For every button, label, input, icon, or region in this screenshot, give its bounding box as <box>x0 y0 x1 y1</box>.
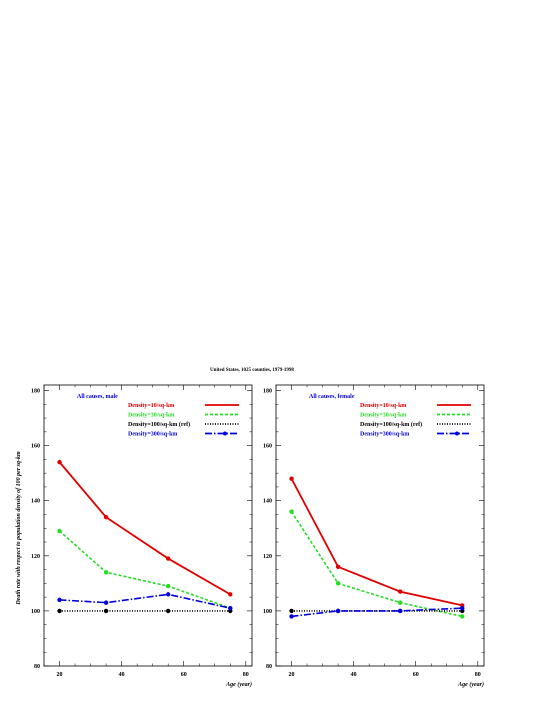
x-tick-label: 80 <box>243 672 249 678</box>
data-point-d300 <box>228 605 233 611</box>
legend-label: Density=10/sq-km <box>360 403 406 409</box>
data-point-d300 <box>289 614 294 619</box>
y-tick-label: 120 <box>31 554 40 560</box>
y-axis-label: Death rate with respect to population de… <box>16 451 22 606</box>
x-tick-label: 80 <box>475 672 481 678</box>
y-tick-label: 160 <box>263 444 272 450</box>
data-point-d30 <box>165 583 171 589</box>
legend-label: Density=30/sq-km <box>360 413 406 419</box>
y-tick-label: 100 <box>263 609 272 615</box>
data-point-d30 <box>57 528 62 534</box>
panel-title: All causes, male <box>77 394 118 400</box>
x-tick-label: 20 <box>289 672 295 678</box>
y-tick-label: 100 <box>31 609 40 615</box>
data-point-d300 <box>397 608 403 614</box>
data-point-d30 <box>460 614 465 619</box>
data-point-d10 <box>289 476 294 481</box>
data-point-d30 <box>103 570 109 575</box>
legend-marker <box>455 431 459 436</box>
legend-label: Density=100/sq-km (ref) <box>128 421 190 428</box>
x-tick-label: 40 <box>119 672 125 678</box>
plot-frame <box>43 384 253 667</box>
x-axis-label: Age (year) <box>457 681 484 688</box>
y-tick-label: 140 <box>31 499 40 505</box>
data-point-d300 <box>335 608 341 614</box>
x-tick-label: 20 <box>57 672 63 678</box>
y-tick-label: 80 <box>34 664 40 670</box>
data-point-d10 <box>57 459 62 465</box>
panel-male: 80 100 120 140 160 180 20 40 60 80 Age (year) All c… <box>31 384 253 688</box>
y-tick-label: 180 <box>263 389 272 395</box>
legend-marker <box>223 431 227 436</box>
x-tick-label: 60 <box>181 672 187 678</box>
data-point-d10 <box>335 564 341 570</box>
data-point-d300 <box>103 600 109 605</box>
data-point-d10 <box>397 589 403 594</box>
y-tick-label: 180 <box>31 389 40 395</box>
y-tick-label: 80 <box>266 664 272 670</box>
data-point-d100 <box>165 608 171 614</box>
legend-label: Density=300/sq-km <box>360 432 409 438</box>
data-point-d100 <box>103 608 109 614</box>
data-point-d100 <box>289 608 294 614</box>
data-point-d100 <box>57 608 62 614</box>
data-point-d300 <box>165 592 171 597</box>
series-line-d30 <box>58 530 231 609</box>
legend-label: Density=100/sq-km (ref) <box>360 421 422 428</box>
panel-female: 80 100 120 140 160 180 20 40 60 80 Age (year) All c… <box>263 384 485 688</box>
chart-suptitle: United States, 1025 counties, 1979-1998 <box>210 368 294 373</box>
data-point-d30 <box>335 581 341 586</box>
x-axis-label: Age (year) <box>225 681 252 688</box>
x-tick-label: 40 <box>351 672 357 678</box>
plot-frame <box>275 384 485 667</box>
data-point-d30 <box>397 600 403 605</box>
series-line-d10 <box>58 461 231 596</box>
data-point-d300 <box>460 605 465 611</box>
data-point-d10 <box>228 592 233 597</box>
y-tick-label: 120 <box>263 554 272 560</box>
x-tick-label: 60 <box>413 672 419 678</box>
series-line-d300 <box>59 593 231 609</box>
legend-label: Density=300/sq-km <box>128 432 177 438</box>
data-point-d30 <box>289 509 294 514</box>
data-point-d10 <box>165 556 171 561</box>
data-point-d300 <box>57 597 62 603</box>
legend-label: Density=10/sq-km <box>128 403 174 409</box>
series-line-d10 <box>290 478 463 607</box>
data-point-d10 <box>103 515 109 520</box>
y-tick-label: 160 <box>31 444 40 450</box>
series-line-d300 <box>291 607 463 618</box>
legend-label: Density=30/sq-km <box>128 413 174 419</box>
panel-title: All causes, female <box>309 394 355 400</box>
y-tick-label: 140 <box>263 499 272 505</box>
